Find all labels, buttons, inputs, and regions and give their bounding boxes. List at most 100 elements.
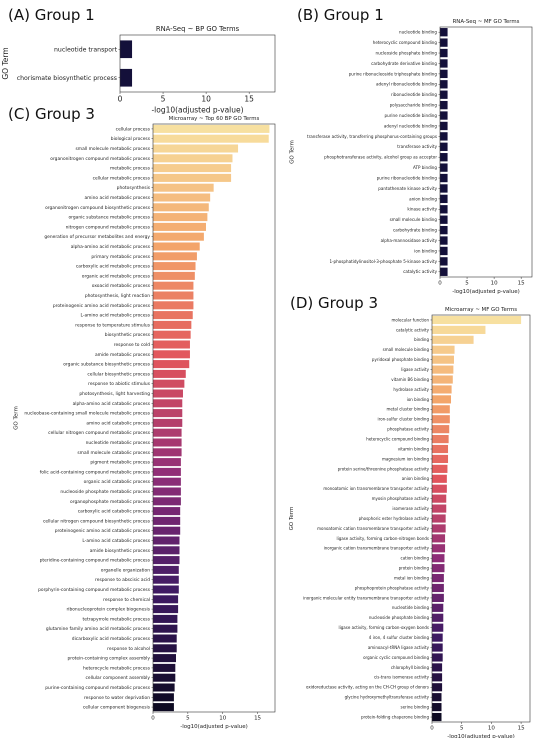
bar	[153, 458, 181, 467]
category-label: metabolic process	[110, 166, 151, 172]
bar	[432, 435, 449, 444]
category-label: catalytic activity	[396, 327, 430, 332]
bar	[153, 232, 204, 241]
bar	[440, 153, 448, 162]
bar	[440, 100, 448, 110]
bar	[153, 330, 191, 339]
bar	[440, 184, 448, 193]
category-label: proteinogenic amino acid metabolic proce…	[53, 303, 151, 309]
chart-title: Microarray ~ MF GO Terms	[445, 307, 517, 313]
category-label: cellular biosynthetic process	[87, 371, 150, 377]
category-label: ATP binding	[413, 165, 437, 170]
bar	[153, 575, 179, 584]
bar	[432, 454, 449, 464]
x-tick-label: 0	[430, 726, 434, 732]
category-label: molecular function	[392, 317, 430, 322]
bar	[153, 193, 211, 202]
bar	[153, 556, 180, 565]
bar	[153, 565, 179, 574]
bar	[440, 142, 448, 151]
category-label: biosynthetic process	[105, 332, 151, 338]
x-tick-label: 5	[460, 726, 464, 732]
bar	[153, 252, 197, 261]
bar	[432, 544, 446, 553]
category-label: binding	[414, 337, 429, 342]
category-label: magnesium ion binding	[382, 456, 430, 461]
category-label: chorismate biosynthetic process	[17, 75, 117, 82]
bar	[440, 80, 448, 89]
chart-title: RNA-Seq ~ MF GO Terms	[453, 19, 520, 25]
category-label: photosynthesis	[117, 185, 151, 191]
category-label: inorganic molecular entity transmembrane…	[303, 595, 429, 600]
bar	[432, 593, 444, 602]
bar	[153, 340, 190, 349]
bar	[153, 516, 181, 525]
category-label: protein-containing complex assembly	[67, 656, 150, 662]
category-label: amino acid catabolic process	[86, 420, 150, 426]
category-label: 1-phosphatidylinositol-3-phosphate 5-kin…	[329, 259, 437, 264]
category-label: biological process	[111, 136, 151, 142]
category-label: hydrolase activity	[393, 387, 429, 392]
category-label: ligase activity, forming carbon-oxygen b…	[339, 625, 429, 630]
category-label: nucleotide metabolic process	[86, 440, 151, 446]
bar	[440, 28, 448, 37]
bar	[153, 448, 182, 457]
bar	[153, 536, 180, 545]
category-label: phosphoprotein phosphatase activity	[355, 585, 430, 590]
category-label: amide metabolic process	[95, 352, 151, 358]
bar	[153, 624, 178, 633]
bar	[440, 111, 448, 120]
panel-heading: (D) Group 3	[290, 294, 378, 312]
category-label: phosphatase activity	[387, 427, 429, 432]
bar	[440, 90, 448, 99]
bar	[153, 213, 208, 222]
x-tick-label: 5	[465, 281, 469, 287]
x-tick-label: 15	[518, 281, 525, 287]
panel-heading: (A) Group 1	[8, 6, 95, 24]
category-label: organonitrogen compound biosynthetic pro…	[45, 205, 151, 211]
x-tick-label: 15	[518, 726, 525, 732]
bar	[440, 246, 448, 256]
bar	[440, 257, 448, 266]
category-label: protein serine/threonine phosphatase act…	[338, 466, 430, 471]
bar	[432, 385, 452, 394]
category-label: organic acid metabolic process	[82, 273, 151, 279]
category-label: 4 iron, 4 sulfur cluster binding	[369, 635, 430, 640]
bar	[153, 409, 183, 418]
category-label: purine ribonucleoside triphosphate bindi…	[349, 71, 438, 76]
bar	[432, 474, 447, 483]
category-label: monoatomic ion transmembrane transporter…	[323, 486, 429, 491]
category-label: aminoacyl-tRNA ligase activity	[368, 645, 430, 650]
bar	[153, 654, 177, 663]
bar	[120, 40, 133, 59]
category-label: purine ribonucleotide binding	[377, 175, 438, 180]
category-label: ligase activity	[401, 367, 429, 372]
y-axis-label: GO Term	[290, 140, 296, 164]
category-label: ion binding	[407, 397, 430, 402]
bar	[440, 59, 448, 68]
category-label: nucleobase-containing small molecule met…	[24, 411, 150, 417]
bar	[153, 271, 195, 280]
bar	[432, 663, 443, 672]
bar	[432, 564, 445, 573]
x-tick-label: 10	[219, 716, 226, 722]
category-label: purine-containing compound metabolic pro…	[45, 685, 150, 691]
chart-title: Microarray ~ Top 60 BP GO Terms	[169, 116, 260, 122]
category-label: photosynthesis, light reaction	[85, 293, 150, 299]
bar	[432, 712, 442, 722]
category-label: photosynthesis, light harvesting	[79, 391, 150, 397]
category-label: monoatomic cation transmembrane transpor…	[317, 526, 430, 531]
category-label: organelle organization	[101, 567, 150, 573]
bar	[432, 613, 444, 622]
bar	[440, 236, 448, 245]
category-label: cation binding	[401, 556, 430, 561]
bar	[432, 603, 444, 612]
bar	[432, 534, 446, 543]
bar	[153, 467, 181, 476]
x-tick-label: 10	[488, 726, 495, 732]
bar	[153, 389, 183, 398]
category-label: isomerase activity	[392, 506, 429, 511]
bar	[153, 487, 181, 496]
bar	[432, 673, 443, 682]
category-label: heterocyclic compound binding	[373, 40, 438, 45]
